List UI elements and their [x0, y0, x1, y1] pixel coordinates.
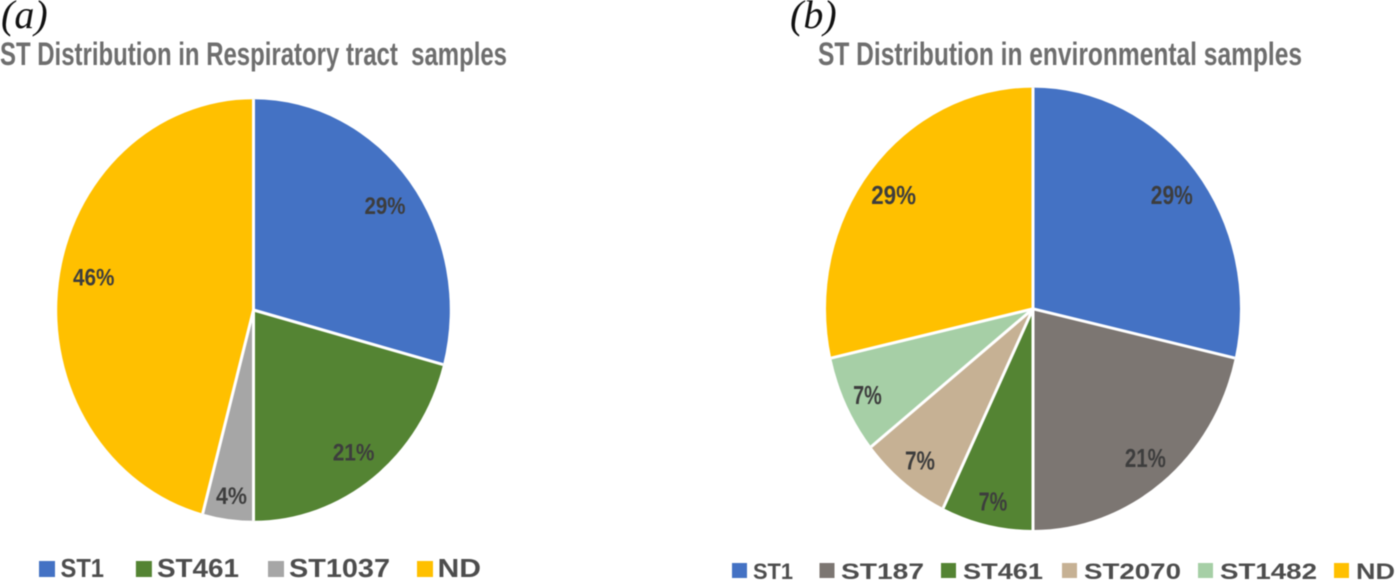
svg-text:7%: 7%: [979, 487, 1008, 517]
svg-text:ST461: ST461: [963, 559, 1043, 584]
svg-text:(a): (a): [1, 0, 48, 37]
svg-text:(b): (b): [790, 0, 837, 37]
svg-text:29%: 29%: [1151, 180, 1193, 210]
svg-text:ST2070: ST2070: [1084, 559, 1181, 584]
svg-text:ST187: ST187: [841, 559, 924, 584]
svg-text:4%: 4%: [216, 483, 247, 510]
svg-text:ND: ND: [1356, 559, 1395, 584]
svg-text:7%: 7%: [853, 380, 882, 410]
svg-text:21%: 21%: [333, 440, 375, 467]
svg-text:ST Distribution in environment: ST Distribution in environmental samples: [818, 36, 1302, 72]
svg-text:21%: 21%: [1125, 443, 1166, 473]
svg-text:ST461: ST461: [157, 553, 239, 583]
svg-text:ST1482: ST1482: [1220, 559, 1317, 584]
svg-text:7%: 7%: [905, 446, 935, 476]
svg-text:ND: ND: [438, 553, 482, 583]
svg-text:ST1: ST1: [753, 559, 793, 584]
svg-text:46%: 46%: [73, 265, 115, 292]
svg-text:ST1037: ST1037: [289, 553, 390, 583]
svg-text:ST Distribution in Respiratory: ST Distribution in Respiratory tract sam…: [0, 36, 507, 72]
svg-text:29%: 29%: [365, 193, 406, 220]
svg-text:ST1: ST1: [61, 553, 105, 583]
svg-text:29%: 29%: [871, 180, 916, 210]
